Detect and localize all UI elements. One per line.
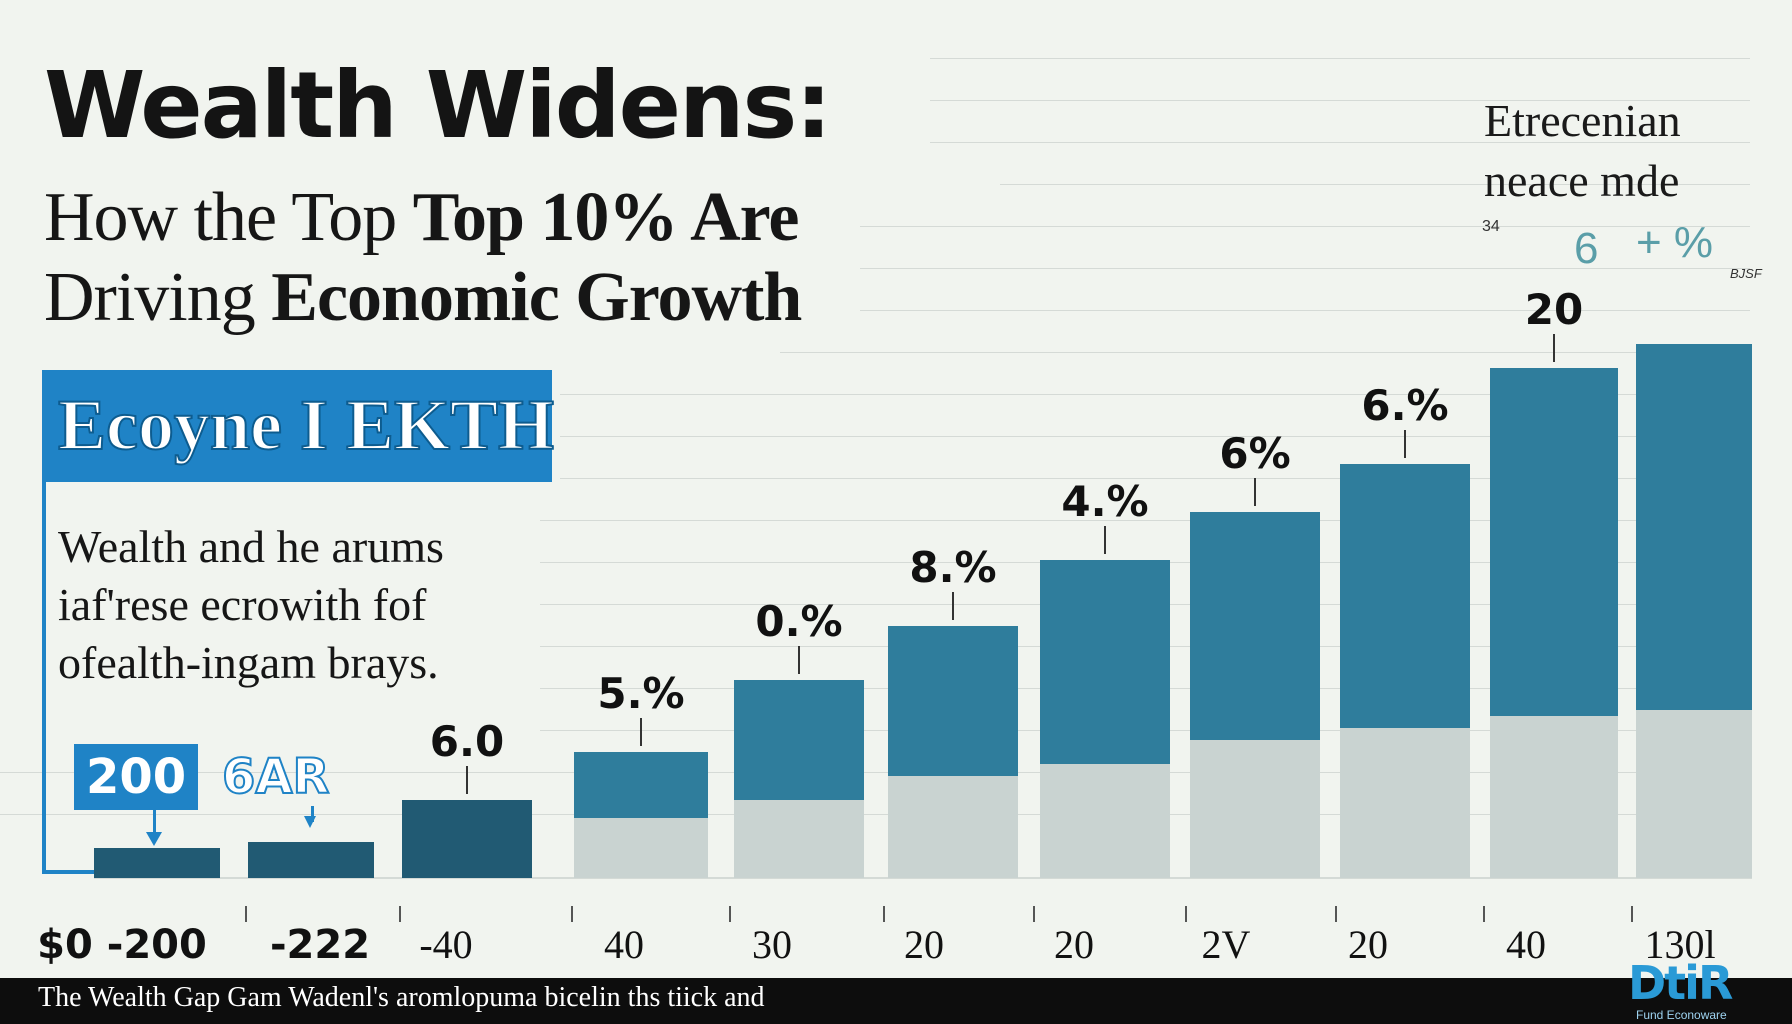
- grid-line: [560, 394, 1750, 395]
- data-label: 8.%: [909, 543, 996, 592]
- bar-segment-top: [402, 800, 532, 878]
- grid-line: [0, 814, 1750, 815]
- legend-accent-value: 6: [1574, 224, 1599, 273]
- grid-line: [930, 100, 1750, 101]
- bar-segment-top: [734, 680, 864, 800]
- data-label: 5.%: [597, 669, 684, 718]
- x-tick-label: $0 -200: [37, 922, 207, 968]
- grid-line: [930, 58, 1750, 59]
- data-label: 6.0: [430, 717, 504, 766]
- grid-line: [860, 310, 1750, 311]
- grid-line: [0, 772, 1750, 773]
- legend-small-label: 34: [1482, 218, 1500, 235]
- grid-line: [780, 352, 1750, 353]
- bar-segment-top: [94, 848, 220, 878]
- data-label: 6%: [1219, 429, 1290, 478]
- bar-segment-top: [574, 752, 708, 818]
- value-tag: 200: [74, 744, 199, 810]
- data-label: 6.%: [1361, 381, 1448, 430]
- value-tag-outline: 6AR: [221, 748, 331, 806]
- grid-line: [540, 520, 1750, 521]
- bar-segment-base: [1490, 716, 1618, 878]
- data-label: 0.%: [755, 597, 842, 646]
- bar-segment-top: [888, 626, 1018, 776]
- description-line: Wealth and he arums: [58, 521, 444, 572]
- x-tick-label: 30: [752, 922, 792, 967]
- x-tick-label: 2V: [1202, 922, 1251, 967]
- arrow-head-icon: [146, 832, 162, 846]
- arrow-down-icon: [311, 806, 314, 822]
- legend-line1: Etrecenian: [1484, 95, 1681, 146]
- arrow-head-icon: [304, 816, 316, 828]
- legend-small-right: BJSF: [1730, 266, 1762, 281]
- grid-line: [930, 142, 1750, 143]
- description-line: iaf'rese ecrowith fof: [58, 579, 427, 630]
- legend-line2: neace mde: [1484, 155, 1680, 206]
- x-tick-label: 20: [1054, 922, 1094, 967]
- bar-segment-top: [1040, 560, 1170, 764]
- data-label: 20: [1525, 285, 1583, 334]
- footer-bar: [0, 978, 1792, 1024]
- x-tick-label: 40: [1506, 922, 1546, 967]
- bar-segment-top: [1190, 512, 1320, 740]
- banner-label: Ecoyne I EKTH: [57, 384, 555, 466]
- bar-segment-base: [1040, 764, 1170, 878]
- bar-segment-base: [1190, 740, 1320, 878]
- bar-segment-top: [1636, 344, 1752, 710]
- footer-caption: The Wealth Gap Gam Wadenl's aromlopuma b…: [38, 982, 765, 1013]
- bar-segment-base: [1340, 728, 1470, 878]
- bar-segment-base: [574, 818, 708, 878]
- grid-line: [1000, 184, 1750, 185]
- bracket-line: [42, 482, 46, 874]
- bar-segment-base: [734, 800, 864, 878]
- x-tick-label: 20: [1348, 922, 1388, 967]
- description-line: ofealth-ingam brays.: [58, 637, 439, 688]
- bar-segment-top: [1340, 464, 1470, 728]
- grid-line: [560, 436, 1750, 437]
- chart-title: Wealth Widens:: [44, 52, 832, 159]
- arrow-down-icon: [153, 810, 156, 832]
- x-tick-label: 20: [904, 922, 944, 967]
- x-tick-label: 40: [604, 922, 644, 967]
- bar-segment-top: [1490, 368, 1618, 716]
- grid-line: [860, 268, 1750, 269]
- grid-line: [560, 478, 1750, 479]
- logo-word: DtiR: [1628, 956, 1733, 1010]
- bar-segment-base: [888, 776, 1018, 878]
- subtitle-plain: How the Top: [44, 179, 413, 256]
- legend-accent-symbol: + %: [1636, 218, 1714, 267]
- bar-segment-base: [1636, 710, 1752, 878]
- x-tick-label: -222: [270, 922, 370, 968]
- description-text: Wealth and he arums iaf'rese ecrowith fo…: [58, 518, 444, 692]
- brand-logo: DtiR Fund Econoware: [1628, 956, 1748, 1024]
- chart-subtitle-line2: Driving Economic Growth: [44, 258, 802, 338]
- data-label: 4.%: [1061, 477, 1148, 526]
- subtitle-bold: Economic Growth: [271, 259, 802, 336]
- subtitle-plain: Driving: [44, 259, 272, 336]
- chart-subtitle-line1: How the Top Top 10% Are: [44, 178, 799, 258]
- logo-subtitle: Fund Econoware: [1636, 1008, 1727, 1022]
- section-banner: Ecoyne I EKTH: [42, 370, 555, 482]
- x-tick-label: 130l: [1644, 922, 1715, 967]
- bracket-foot: [42, 870, 94, 874]
- grid-line: [860, 226, 1750, 227]
- subtitle-bold: Top 10% Are: [412, 179, 800, 256]
- x-tick-label: -40: [419, 922, 472, 967]
- bar-segment-top: [248, 842, 374, 878]
